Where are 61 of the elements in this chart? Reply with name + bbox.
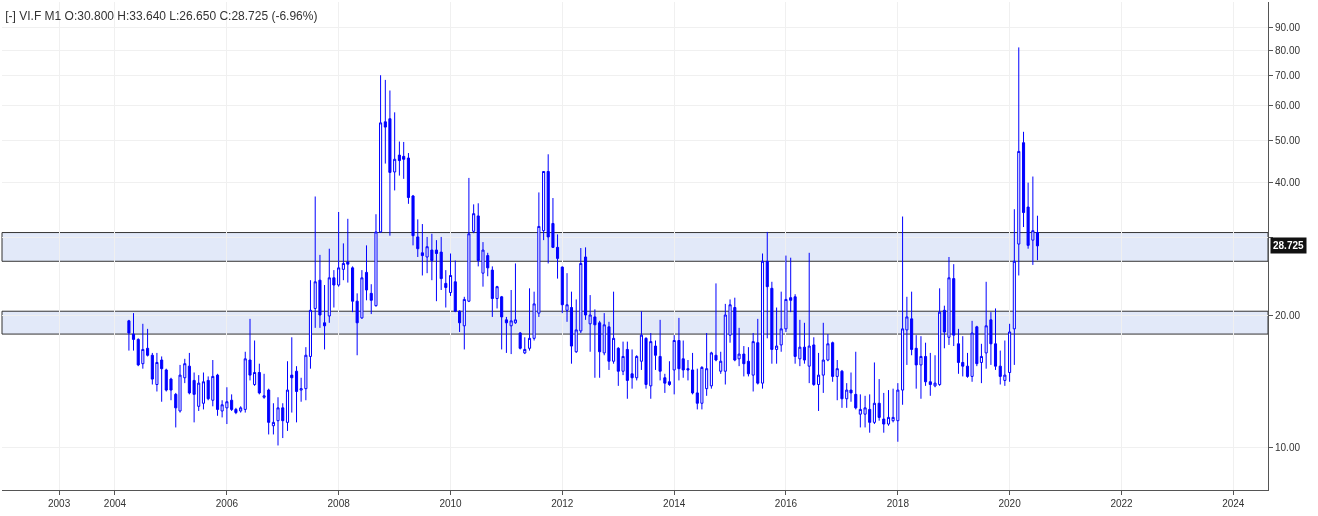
candlestick (854, 351, 858, 410)
candlestick (323, 284, 327, 350)
candlestick (956, 328, 961, 375)
candlestick (760, 253, 765, 390)
candlestick (439, 236, 443, 291)
candlestick (397, 141, 401, 177)
y-tick-label: 20.00 (1275, 309, 1301, 321)
candlestick (402, 141, 406, 180)
candlestick (448, 253, 453, 297)
x-tick-label: 2004 (103, 498, 127, 509)
candlestick (993, 307, 998, 371)
candlestick (285, 360, 290, 432)
y-tick-label: 90.00 (1275, 22, 1301, 34)
x-tick-label: 2003 (47, 498, 71, 509)
candlestick (294, 365, 299, 423)
x-tick-label: 2012 (551, 498, 574, 509)
candlestick (653, 340, 658, 371)
x-tick-label: 2020 (998, 498, 1022, 509)
candlestick (802, 322, 807, 365)
candlestick (770, 281, 774, 365)
annotation: 28.725 (1273, 240, 1305, 251)
y-tick-label: 80.00 (1275, 44, 1301, 56)
candlestick (1017, 46, 1021, 276)
y-tick-label: 10.00 (1275, 441, 1301, 453)
candlestick (719, 351, 723, 375)
x-tick-label: 2014 (663, 498, 686, 509)
x-tick-label: 2018 (886, 498, 910, 509)
candlestick (765, 231, 769, 339)
candlestick (527, 287, 532, 352)
candlestick (290, 336, 294, 414)
x-tick-label: 2024 (1222, 498, 1245, 509)
candlestick (276, 396, 280, 446)
y-tick-label: 60.00 (1275, 99, 1301, 111)
x-tick-label: 2008 (327, 498, 351, 509)
candlestick (1008, 323, 1012, 383)
candlestick (658, 319, 662, 381)
candlestick (1012, 208, 1016, 366)
y-tick-label: 50.00 (1275, 134, 1301, 146)
candlestick (882, 392, 886, 434)
x-tick-label: 2016 (774, 498, 798, 509)
x-tick-label: 2010 (439, 498, 463, 509)
candlestick (947, 256, 951, 346)
candlestick (472, 203, 476, 234)
candlestick (201, 372, 206, 410)
x-tick-label: 2006 (215, 498, 239, 509)
y-tick-label: 40.00 (1275, 177, 1301, 189)
candlestick (919, 335, 923, 400)
x-tick-label: 2022 (1110, 498, 1134, 509)
candlestick (346, 218, 350, 284)
candlestick (1003, 340, 1007, 387)
text: [-] VI.F M1 O:30.800 H:33.640 L:26.650 C:28.725 (-6.96%) (5, 8, 318, 23)
candlestick (444, 269, 448, 309)
candlestick (416, 218, 420, 258)
candlestick (141, 323, 145, 370)
candlestick (131, 312, 136, 352)
candlestick (523, 336, 527, 355)
candlestick (271, 402, 275, 435)
y-tick-label: 70.00 (1275, 70, 1301, 82)
candlestick (518, 331, 522, 350)
candlestick (886, 389, 891, 427)
candlestick (257, 363, 261, 395)
